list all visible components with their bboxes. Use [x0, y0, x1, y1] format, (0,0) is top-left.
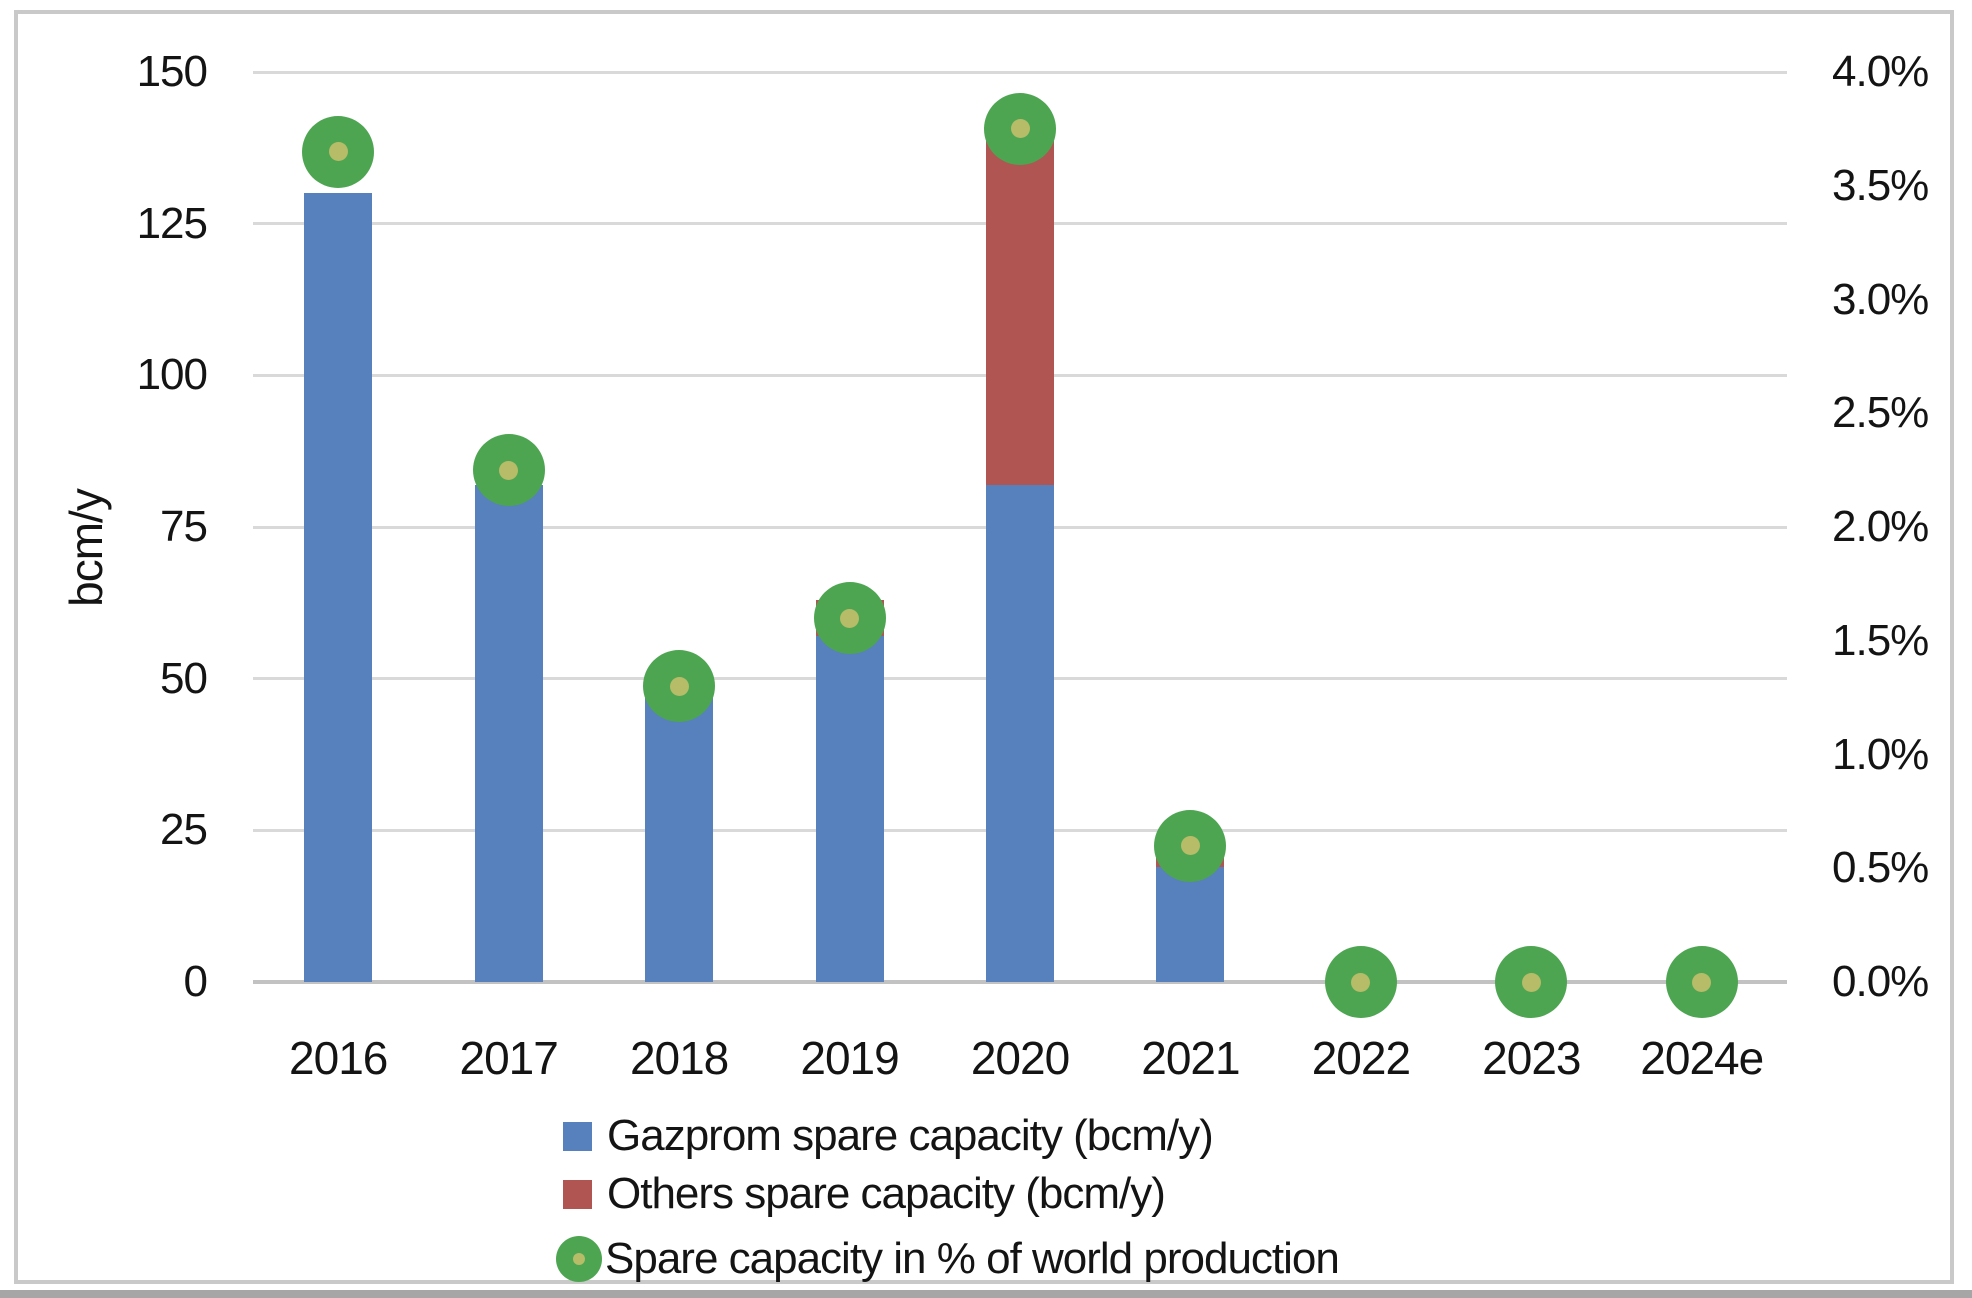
x-label-2018: 2018 [629, 1032, 729, 1084]
y-left-tick-75: 75 [160, 502, 208, 551]
page-bottom-divider [0, 1290, 1972, 1298]
y-left-tick-25: 25 [160, 805, 208, 855]
y-left-tick-100: 100 [136, 350, 208, 400]
marker-pct-inner-2021 [1180, 836, 1200, 855]
others-series-swatch [563, 1179, 592, 1209]
y-right-tick-3.5: 3.5% [1832, 160, 1929, 210]
x-label-2022: 2022 [1311, 1032, 1411, 1084]
gridline-150 [253, 70, 1787, 74]
y-right-tick-0.0: 0.0% [1832, 957, 1929, 1006]
marker-pct-inner-2023 [1521, 972, 1541, 992]
bar-gazprom-2018 [645, 684, 714, 982]
marker-pct-inner-2018 [669, 676, 689, 696]
marker-pct-2017 [472, 434, 545, 507]
marker-pct-2021 [1154, 809, 1227, 882]
marker-pct-inner-2022 [1351, 972, 1371, 992]
y-left-tick-50: 50 [160, 653, 208, 703]
marker-pct-2022 [1324, 946, 1397, 1018]
spare-pct-swatch-inner [573, 1253, 585, 1265]
y-axis-title: bcm/y [60, 489, 112, 607]
legend-label-spare-pct: Spare capacity in % of world production [605, 1234, 1340, 1283]
y-right-tick-3.0: 3.0% [1832, 274, 1929, 324]
legend-label-gazprom: Gazprom spare capacity (bcm/y) [607, 1111, 1214, 1160]
bar-gazprom-2020 [986, 484, 1054, 982]
x-label-2021: 2021 [1141, 1032, 1240, 1084]
marker-pct-2023 [1495, 946, 1568, 1018]
x-label-2020: 2020 [970, 1032, 1070, 1084]
x-label-2016: 2016 [289, 1032, 388, 1084]
marker-pct-inner-2019 [840, 608, 860, 628]
y-right-tick-2.0: 2.0% [1832, 502, 1929, 551]
marker-pct-inner-2024e [1692, 972, 1712, 992]
marker-pct-2016 [302, 115, 375, 188]
y-left-tick-125: 125 [136, 198, 208, 248]
marker-pct-2019 [813, 582, 886, 654]
y-right-tick-0.5: 0.5% [1832, 843, 1929, 893]
legend-item-gazprom: Gazprom spare capacity (bcm/y) [563, 1108, 1214, 1164]
y-right-tick-1.5: 1.5% [1832, 615, 1929, 665]
legend-item-spare-pct: Spare capacity in % of world production [556, 1228, 1340, 1290]
bar-gazprom-2021 [1156, 866, 1225, 982]
marker-pct-2024e [1665, 946, 1738, 1018]
marker-pct-2020 [984, 92, 1056, 165]
y-left-tick-0: 0 [183, 957, 208, 1006]
legend-label-others: Others spare capacity (bcm/y) [607, 1169, 1166, 1218]
x-label-2019: 2019 [800, 1032, 899, 1084]
y-right-tick-2.5: 2.5% [1832, 388, 1929, 438]
gazprom-series-swatch [563, 1121, 592, 1151]
x-label-2017: 2017 [459, 1032, 558, 1084]
marker-pct-inner-2016 [328, 142, 348, 162]
bar-others-2020 [986, 132, 1054, 485]
y-right-tick-4.0: 4.0% [1832, 47, 1929, 96]
marker-pct-inner-2020 [1010, 119, 1030, 139]
spare-pct-series-swatch [556, 1236, 602, 1282]
y-right-tick-1.0: 1.0% [1832, 729, 1929, 779]
bar-gazprom-2016 [304, 193, 373, 982]
y-left-tick-150: 150 [136, 47, 208, 96]
x-label-2024e: 2024e [1640, 1032, 1764, 1084]
gridline-0 [253, 980, 1787, 984]
x-label-2023: 2023 [1482, 1032, 1581, 1084]
bar-gazprom-2019 [815, 636, 884, 982]
legend-item-others: Others spare capacity (bcm/y) [563, 1166, 1166, 1222]
bar-gazprom-2017 [474, 484, 543, 982]
marker-pct-inner-2017 [499, 460, 519, 480]
marker-pct-2018 [643, 650, 716, 723]
